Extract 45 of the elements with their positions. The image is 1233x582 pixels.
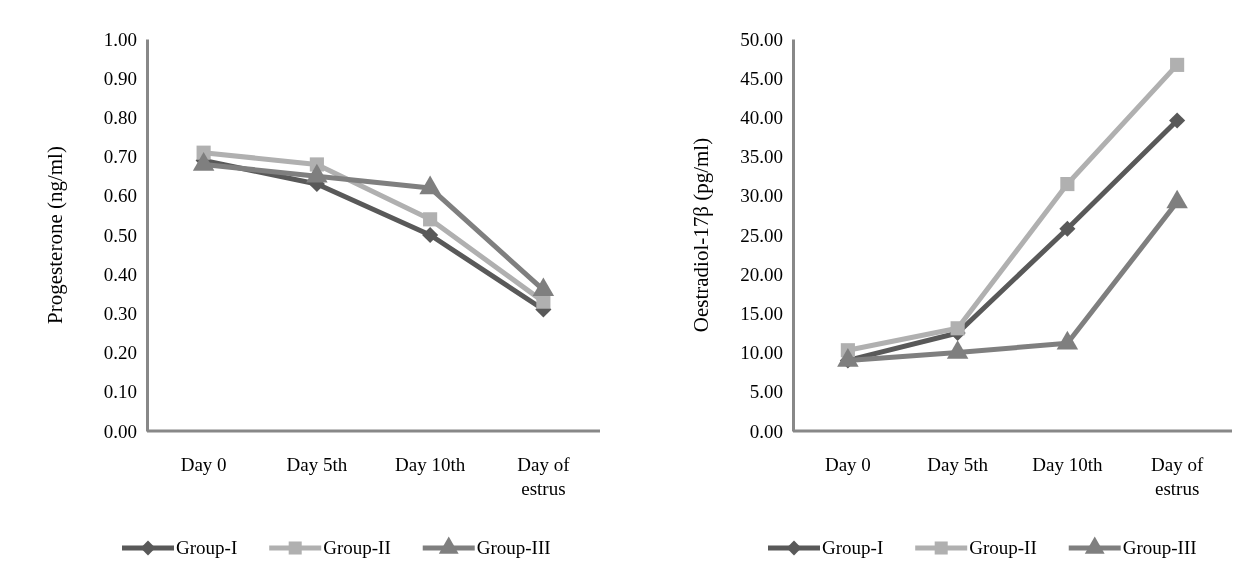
point <box>1059 220 1076 237</box>
y-tick-label: 0.90 <box>103 67 137 89</box>
y-tick-label: 1.00 <box>103 28 137 50</box>
y-tick-label: 0.00 <box>103 420 137 442</box>
x-tick-label: Day 0 <box>824 454 871 475</box>
y-tick-label: 0.70 <box>103 146 137 168</box>
x-tick-label: Day 5th <box>927 454 989 475</box>
y-tick-label: 20.00 <box>740 263 783 285</box>
legend-label: Group-I <box>822 537 884 558</box>
y-tick-label: 15.00 <box>740 302 783 324</box>
x-tick-label: Day of estrus <box>517 454 571 499</box>
y-tick-label: 0.40 <box>103 263 137 285</box>
y-tick-label: 0.20 <box>103 342 137 364</box>
legend-label: Group-III <box>476 537 551 558</box>
point <box>1170 57 1185 72</box>
y-axis-title: Oestradiol-17β (pg/ml) <box>689 137 713 333</box>
y-tick-label: 40.00 <box>740 106 783 128</box>
y-tick-label: 0.50 <box>103 224 137 246</box>
y-tick-label: 0.00 <box>749 420 783 442</box>
y-tick-label: 10.00 <box>740 342 783 364</box>
y-axis-title: Progesterone (ng/ml) <box>43 146 67 324</box>
x-tick-label: Day 10th <box>1032 454 1103 475</box>
y-tick-label: 25.00 <box>740 224 783 246</box>
legend-label: Group-I <box>176 537 238 558</box>
x-tick-label: Day of estrus <box>1151 454 1204 499</box>
x-tick-label: Day 10th <box>395 454 466 475</box>
point <box>423 212 438 227</box>
y-tick-label: 35.00 <box>740 146 783 168</box>
y-tick-label: 50.00 <box>740 28 783 50</box>
y-tick-label: 0.10 <box>103 381 137 403</box>
legend-label: Group-III <box>1122 537 1197 558</box>
y-tick-label: 45.00 <box>740 67 783 89</box>
y-tick-label: 0.80 <box>103 106 137 128</box>
point <box>950 321 965 336</box>
x-tick-label: Day 0 <box>180 454 227 475</box>
x-tick-label: Day 5th <box>286 454 348 475</box>
y-tick-label: 30.00 <box>740 185 783 207</box>
y-tick-label: 0.30 <box>103 302 137 324</box>
point <box>1060 176 1075 192</box>
y-tick-label: 0.60 <box>103 185 137 207</box>
point <box>422 226 439 244</box>
legend-label: Group-II <box>323 537 391 558</box>
legend-label: Group-II <box>969 537 1037 558</box>
point <box>1169 112 1186 129</box>
y-tick-label: 5.00 <box>749 381 783 403</box>
